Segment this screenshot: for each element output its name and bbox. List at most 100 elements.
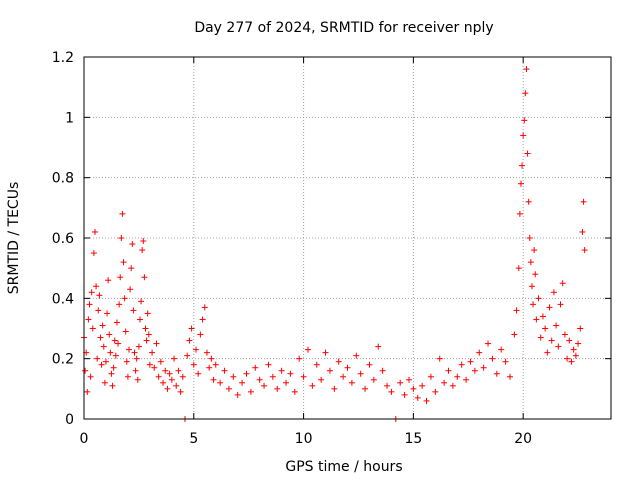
data-point	[217, 379, 224, 386]
data-point	[168, 376, 175, 383]
data-point	[143, 337, 150, 344]
data-point	[458, 361, 465, 368]
data-point	[96, 292, 103, 299]
data-point	[441, 379, 448, 386]
data-point	[581, 247, 588, 254]
data-point	[564, 355, 571, 362]
data-point	[101, 379, 108, 386]
y-tick-label: 0.4	[52, 291, 74, 307]
data-point	[131, 349, 138, 356]
data-point	[517, 180, 524, 187]
data-point	[177, 388, 184, 395]
data-point	[454, 373, 461, 380]
data-point	[208, 355, 215, 362]
data-point	[111, 337, 118, 344]
data-point	[427, 373, 434, 380]
data-point	[522, 90, 529, 97]
data-point	[82, 367, 89, 374]
data-point	[100, 343, 107, 350]
data-point	[120, 259, 127, 266]
data-point	[123, 358, 130, 365]
data-point	[221, 367, 228, 374]
data-point	[252, 364, 259, 371]
data-point	[171, 355, 178, 362]
data-point	[149, 349, 156, 356]
data-point	[566, 337, 573, 344]
data-point	[138, 298, 145, 305]
data-point	[135, 343, 142, 350]
data-point	[489, 355, 496, 362]
data-point	[568, 358, 575, 365]
data-point	[521, 117, 528, 124]
data-point	[151, 364, 158, 371]
data-point	[278, 367, 285, 374]
data-point	[401, 391, 408, 398]
data-point	[524, 150, 531, 157]
data-point	[160, 379, 167, 386]
data-point	[498, 346, 505, 353]
data-point	[130, 307, 137, 314]
data-point	[210, 376, 217, 383]
data-point	[511, 331, 518, 338]
data-point	[331, 385, 338, 392]
data-point	[348, 379, 355, 386]
data-point	[544, 349, 551, 356]
data-point	[157, 358, 164, 365]
data-point	[206, 364, 213, 371]
data-point	[410, 385, 417, 392]
data-point	[340, 373, 347, 380]
data-point	[95, 307, 102, 314]
data-point	[550, 289, 557, 296]
data-point	[142, 325, 149, 332]
data-point	[127, 286, 134, 293]
data-point	[188, 325, 195, 332]
data-point	[195, 370, 202, 377]
data-point	[559, 280, 566, 287]
data-point	[173, 382, 180, 389]
data-point	[129, 241, 136, 248]
data-point	[179, 373, 186, 380]
data-point	[119, 210, 126, 217]
data-point	[525, 198, 532, 205]
data-point	[139, 247, 146, 254]
data-point	[326, 367, 333, 374]
data-point	[110, 364, 117, 371]
data-point	[133, 355, 140, 362]
data-point	[344, 364, 351, 371]
data-point	[506, 373, 513, 380]
data-point	[362, 385, 369, 392]
data-point	[353, 352, 360, 359]
data-point	[84, 388, 91, 395]
data-point	[516, 210, 523, 217]
x-tick-label: 20	[514, 431, 532, 447]
data-point	[476, 349, 483, 356]
data-point	[561, 331, 568, 338]
data-point	[166, 370, 173, 377]
data-point	[318, 376, 325, 383]
data-point	[184, 352, 191, 359]
data-point	[97, 334, 104, 341]
data-point	[515, 265, 522, 272]
data-point	[370, 376, 377, 383]
data-point	[532, 271, 539, 278]
data-points	[81, 66, 588, 422]
data-point	[116, 301, 123, 308]
data-point	[300, 373, 307, 380]
data-point	[107, 349, 114, 356]
data-point	[546, 304, 553, 311]
x-tick-label: 10	[295, 431, 313, 447]
y-tick-label: 0.8	[52, 171, 74, 187]
data-point	[256, 376, 263, 383]
data-point	[572, 352, 579, 359]
data-point	[93, 283, 100, 290]
data-point	[192, 346, 199, 353]
data-point	[86, 301, 93, 308]
data-point	[146, 361, 153, 368]
data-point	[203, 349, 210, 356]
data-point	[186, 337, 193, 344]
data-point	[94, 355, 101, 362]
data-point	[526, 235, 533, 241]
data-point	[199, 316, 206, 323]
x-tick-label: 15	[404, 431, 422, 447]
